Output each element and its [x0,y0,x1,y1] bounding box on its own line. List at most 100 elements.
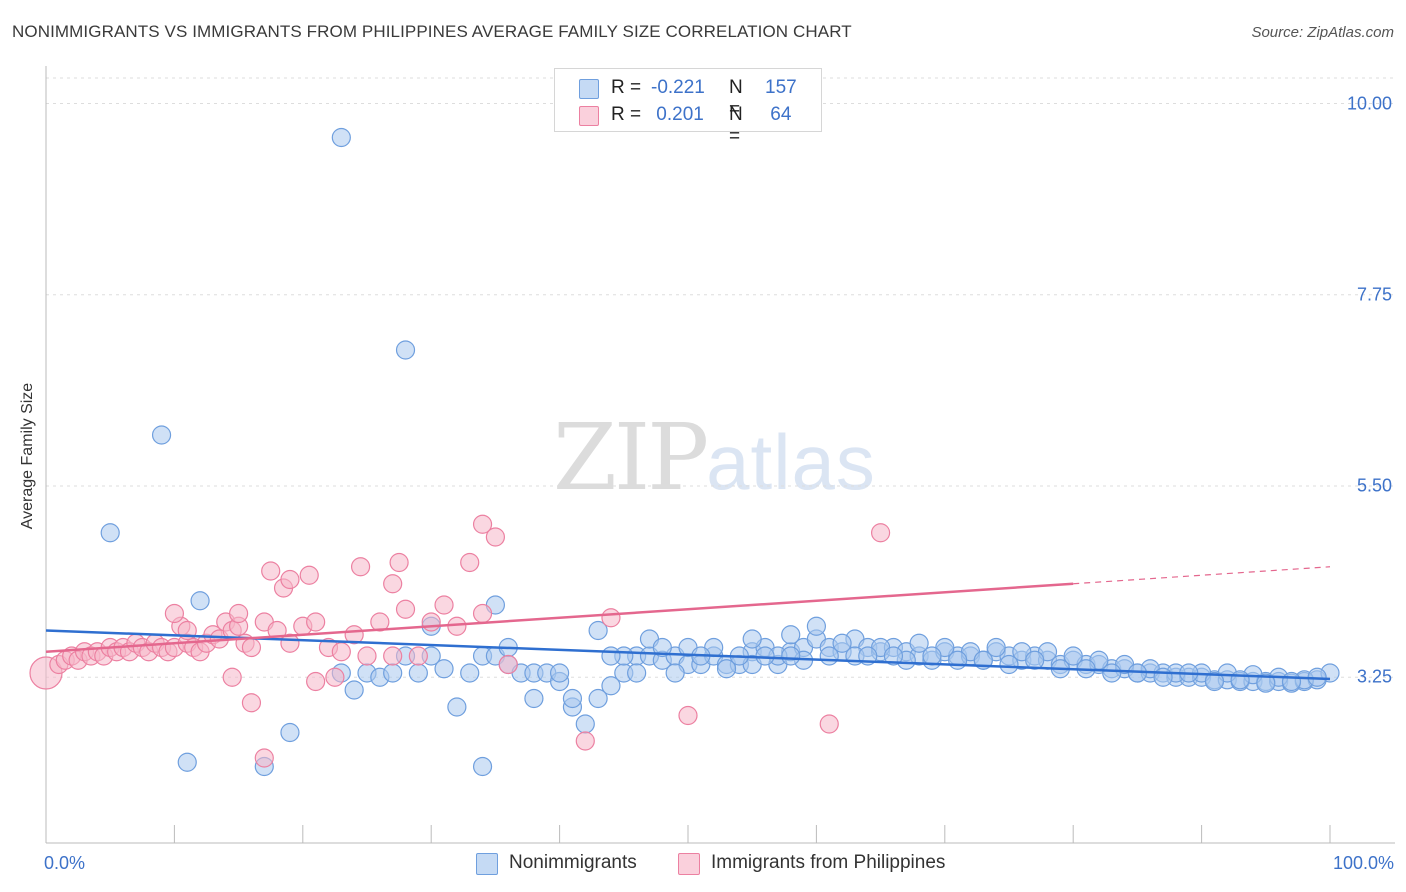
nonimmigrant-point [922,646,942,666]
nonimmigrant-point [781,625,801,645]
trend-line-philippines-extension [1073,566,1331,585]
r-value: 0.201 [651,104,704,125]
nonimmigrant-point [948,650,968,670]
nonimmigrant-point [781,646,801,666]
nonimmigrant-point [383,663,403,683]
chart-title: NONIMMIGRANTS VS IMMIGRANTS FROM PHILIPP… [12,22,852,41]
nonimmigrant-point [395,340,416,360]
philippines-point [498,654,518,675]
philippines-point [222,667,242,687]
nonimmigrant-point [177,752,197,772]
philippines-point [601,608,621,628]
correlation-legend: R = -0.221 N = 157 R = 0.201 N = 64 [554,68,822,147]
philippines-point [306,671,326,692]
legend-label: Immigrants from Philippines [711,852,946,873]
philippines-point [408,646,428,666]
nonimmigrant-point [331,127,351,148]
nonimmigrant-point [909,633,929,653]
r-label: R = [611,77,642,98]
nonimmigrant-point [460,663,480,683]
trend-line-philippines [45,582,1074,653]
nonimmigrant-point [190,591,210,611]
legend-swatch-pink [678,853,700,875]
r-value: -0.221 [651,77,705,98]
source-label: Source: ZipAtlas.com [1251,24,1394,41]
philippines-point [325,667,345,687]
nonimmigrant-point [1204,671,1225,692]
nonimmigrant-point [524,688,544,709]
nonimmigrant-point [434,659,454,679]
n-value: 157 [765,77,797,98]
legend-swatch-blue [579,79,599,99]
philippines-point [357,646,377,666]
n-label: N = [729,104,743,147]
philippines-point [164,603,184,624]
philippines-point [241,637,262,658]
nonimmigrant-point [575,714,595,734]
philippines-point [678,705,698,726]
r-label: R = [611,104,642,125]
data-points [29,127,1340,777]
trend-lines [45,566,1331,681]
philippines-point [485,527,505,547]
philippines-point [350,557,371,577]
nonimmigrant-point [344,680,364,700]
philippines-point [254,748,274,768]
nonimmigrant-point [588,688,608,709]
nonimmigrant-point [755,646,775,666]
nonimmigrant-point [1230,670,1250,690]
nonimmigrant-point [601,676,621,696]
nonimmigrant-point [280,722,300,743]
nonimmigrant-point [1063,646,1083,666]
watermark-zip: ZIP [553,404,709,511]
nonimmigrant-point [832,633,852,653]
n-label: N = [729,77,743,120]
nonimmigrant-point [819,646,839,666]
philippines-point [229,603,249,624]
philippines-point [395,599,416,619]
philippines-point [306,612,326,632]
philippines-point [383,646,403,666]
philippines-point [389,552,409,573]
nonimmigrant-point [1153,667,1173,687]
philippines-point [819,714,839,734]
legend-swatch-pink [579,106,599,126]
philippines-point [280,569,300,590]
nonimmigrant-point [806,616,827,636]
watermark-atlas: atlas [706,418,876,506]
y-axis-label: Average Family Size [19,382,36,530]
legend-label: Nonimmigrants [509,852,637,873]
x-tick-label-min: 0.0% [44,853,86,873]
nonimmigrant-point [665,663,685,683]
philippines-point [472,603,493,624]
nonimmigrant-point [601,646,621,666]
nonimmigrant-point [100,523,120,543]
philippines-point [434,595,454,615]
nonimmigrant-point [447,697,467,717]
nonimmigrant-point [1281,671,1302,692]
philippines-point [460,552,480,573]
n-value: 64 [765,104,792,125]
philippines-point [575,731,595,751]
nonimmigrant-point [1256,673,1276,693]
philippines-point [447,616,467,636]
nonimmigrant-point [627,663,647,683]
nonimmigrant-point [151,425,172,445]
philippines-point [472,514,493,534]
nonimmigrant-point [986,637,1006,658]
nonimmigrant-point [562,688,583,709]
watermark: ZIPatlas [553,404,876,511]
philippines-point [370,612,390,632]
y-tick-label: 5.50 [1356,475,1392,496]
y-tick-label: 10.00 [1346,93,1392,113]
philippines-point [331,642,351,662]
philippines-point [261,561,281,581]
nonimmigrant-point [472,756,493,777]
gridlines [46,77,1395,678]
x-tick-label-max: 100.0% [1332,853,1394,873]
philippines-point [241,693,262,713]
nonimmigrant-point [652,637,672,658]
axes [45,66,1395,844]
nonimmigrant-point [883,646,904,666]
